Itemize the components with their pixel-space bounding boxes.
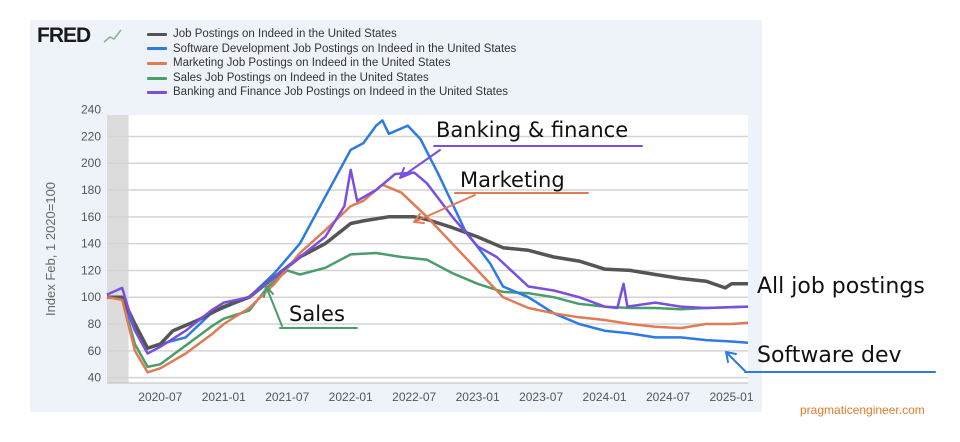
y-tick-label: 80 bbox=[88, 317, 102, 331]
annotation-all: All job postings bbox=[757, 274, 925, 299]
legend-swatch bbox=[147, 91, 167, 95]
legend: Job Postings on Indeed in the United Sta… bbox=[147, 27, 516, 100]
y-axis-label: Index Feb, 1 2020=100 bbox=[43, 182, 58, 316]
y-tick-label: 100 bbox=[81, 290, 101, 304]
series-line-0 bbox=[107, 215, 748, 350]
fred-logo: FRED bbox=[37, 24, 91, 47]
annotation-sales: Sales bbox=[289, 302, 345, 326]
x-tick-label: 2025-01 bbox=[709, 390, 753, 404]
annotation-marketing: Marketing bbox=[460, 168, 565, 192]
sales-arrow bbox=[263, 285, 283, 327]
annotation-banking: Banking & finance bbox=[436, 118, 629, 142]
credit-text: pragmaticengineer.com bbox=[800, 403, 925, 417]
legend-label: Banking and Finance Job Postings on Inde… bbox=[173, 86, 509, 99]
x-tick-label: 2022-07 bbox=[392, 390, 436, 404]
x-tick-label: 2023-07 bbox=[519, 390, 563, 404]
legend-label: Marketing Job Postings on Indeed in the … bbox=[173, 57, 451, 70]
y-tick-label: 140 bbox=[81, 237, 101, 251]
y-tick-label: 60 bbox=[88, 344, 102, 358]
y-tick-label: 200 bbox=[81, 156, 101, 170]
y-tick-label: 40 bbox=[88, 371, 102, 385]
x-tick-label: 2024-07 bbox=[646, 390, 690, 404]
legend-label: Software Development Job Postings on Ind… bbox=[173, 42, 517, 55]
annotation-software: Software dev bbox=[757, 343, 902, 368]
legend-item[interactable]: Sales Job Postings on Indeed in the Unit… bbox=[147, 71, 516, 86]
legend-item[interactable]: Job Postings on Indeed in the United Sta… bbox=[147, 27, 516, 42]
x-tick-label: 2020-07 bbox=[138, 390, 182, 404]
series-line-2 bbox=[106, 183, 749, 374]
x-tick-label: 2021-07 bbox=[265, 390, 309, 404]
legend-label: Sales Job Postings on Indeed in the Unit… bbox=[173, 71, 429, 84]
legend-label: Job Postings on Indeed in the United Sta… bbox=[173, 28, 397, 40]
x-tick-label: 2023-01 bbox=[456, 390, 500, 404]
banking-arrow bbox=[399, 149, 441, 179]
legend-swatch bbox=[147, 32, 167, 36]
y-tick-label: 220 bbox=[81, 129, 101, 143]
marketing-arrow bbox=[413, 194, 476, 224]
y-tick-label: 240 bbox=[81, 103, 101, 117]
fred-graph-icon bbox=[103, 29, 122, 43]
x-tick-label: 2021-01 bbox=[202, 390, 246, 404]
legend-swatch bbox=[147, 47, 167, 51]
legend-swatch bbox=[147, 61, 167, 65]
series-line-1 bbox=[106, 119, 749, 350]
y-tick-label: 120 bbox=[81, 263, 101, 277]
x-tick-label: 2022-01 bbox=[329, 390, 373, 404]
legend-item[interactable]: Banking and Finance Job Postings on Inde… bbox=[147, 85, 516, 100]
legend-swatch bbox=[147, 76, 167, 80]
legend-item[interactable]: Marketing Job Postings on Indeed in the … bbox=[147, 56, 516, 71]
software-arrow bbox=[725, 351, 746, 372]
series-line-4 bbox=[106, 168, 749, 355]
legend-item[interactable]: Software Development Job Postings on Ind… bbox=[147, 42, 516, 57]
y-tick-label: 160 bbox=[81, 210, 101, 224]
y-tick-label: 180 bbox=[81, 183, 101, 197]
x-tick-label: 2024-01 bbox=[583, 390, 627, 404]
recession-shading bbox=[107, 115, 129, 383]
